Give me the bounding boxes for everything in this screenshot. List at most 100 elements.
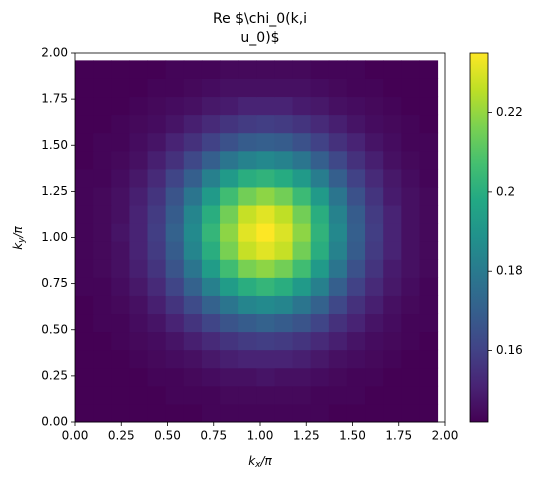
heatmap-cell xyxy=(274,114,294,134)
heatmap-cell xyxy=(93,331,112,351)
heatmap-cell xyxy=(129,223,149,242)
heatmap-cell xyxy=(310,205,330,224)
y-label-rest: /π xyxy=(11,225,25,238)
heatmap-cell xyxy=(201,403,221,423)
heatmap-cell xyxy=(147,132,167,152)
heatmap-cell xyxy=(328,367,348,387)
x-tick-label: 1.50 xyxy=(339,429,366,443)
heatmap-cell xyxy=(274,132,294,152)
heatmap-cell xyxy=(93,313,112,333)
heatmap-cell xyxy=(220,331,239,351)
heatmap-cell xyxy=(129,168,149,188)
heatmap-cell xyxy=(401,331,420,351)
heatmap-cell xyxy=(220,223,239,242)
heatmap-cell xyxy=(147,277,167,296)
heatmap-cell xyxy=(274,403,294,423)
heatmap-cell xyxy=(328,96,348,116)
heatmap-cell xyxy=(147,60,167,79)
heatmap-cell xyxy=(220,277,239,296)
heatmap-cell xyxy=(183,403,203,423)
heatmap-cell xyxy=(220,60,239,79)
chart-title: Re $\chi_0(k,i xyxy=(213,11,307,27)
heatmap-cell xyxy=(183,78,203,98)
heatmap-cell xyxy=(93,168,112,188)
heatmap-cell xyxy=(111,331,130,351)
heatmap-cell xyxy=(220,259,239,278)
heatmap-cell xyxy=(256,78,275,98)
heatmap-cell xyxy=(220,313,239,333)
heatmap-cell xyxy=(383,150,402,170)
heatmap-cell xyxy=(419,223,439,242)
heatmap-cell xyxy=(256,313,275,333)
heatmap-cell xyxy=(328,168,348,188)
heatmap-cell xyxy=(165,385,185,405)
heatmap-cell xyxy=(220,168,239,188)
heatmap-cell xyxy=(93,96,112,116)
heatmap-cell xyxy=(401,150,420,170)
heatmap-cell xyxy=(365,313,384,333)
heatmap-cell xyxy=(147,403,167,423)
heatmap-cell xyxy=(401,313,420,333)
heatmap-cell xyxy=(383,349,402,369)
heatmap-cell xyxy=(419,114,439,134)
heatmap-cell xyxy=(220,96,239,116)
heatmap-cell xyxy=(111,259,130,278)
heatmap-cell xyxy=(328,205,348,224)
heatmap-cell xyxy=(401,60,420,79)
heatmap-cell xyxy=(238,223,257,242)
x-label-base: k xyxy=(248,454,256,468)
heatmap-cell xyxy=(238,367,257,387)
heatmap-cell xyxy=(183,259,203,278)
heatmap-cell xyxy=(310,277,330,296)
heatmap-cell xyxy=(365,114,384,134)
y-tick-label: 1.25 xyxy=(41,184,68,198)
heatmap-cell xyxy=(201,295,221,315)
heatmap-cell xyxy=(147,78,167,98)
heatmap-cell xyxy=(328,241,348,260)
heatmap-cell xyxy=(220,150,239,170)
heatmap-cell xyxy=(401,349,420,369)
heatmap-cell xyxy=(274,150,294,170)
heatmap-cell xyxy=(419,367,439,387)
heatmap-cell xyxy=(310,186,330,206)
x-tick-label: 0.00 xyxy=(62,429,89,443)
heatmap-cell xyxy=(129,331,149,351)
heatmap-cell xyxy=(274,277,294,296)
heatmap-cell xyxy=(365,186,384,206)
heatmap-cell xyxy=(256,367,275,387)
heatmap-cell xyxy=(75,367,94,387)
heatmap-cell xyxy=(346,114,366,134)
heatmap-cell xyxy=(383,168,402,188)
heatmap-cell xyxy=(75,349,94,369)
heatmap-cell xyxy=(220,241,239,260)
heatmap-cell xyxy=(292,96,312,116)
heatmap-cell xyxy=(75,223,94,242)
heatmap-cell xyxy=(401,295,420,315)
heatmap-cell xyxy=(365,223,384,242)
heatmap-cell xyxy=(129,241,149,260)
heatmap-cell xyxy=(365,259,384,278)
heatmap-cell xyxy=(274,385,294,405)
y-label-sub: y xyxy=(17,237,27,244)
heatmap-cell xyxy=(328,223,348,242)
heatmap-cell xyxy=(328,60,348,79)
colorbar-tick-label: 0.22 xyxy=(496,105,523,119)
heatmap-cell xyxy=(401,385,420,405)
heatmap-cell xyxy=(292,150,312,170)
x-tick-label: 0.50 xyxy=(154,429,181,443)
heatmap-cell xyxy=(419,403,439,423)
heatmap-cell xyxy=(346,241,366,260)
heatmap-cell xyxy=(274,259,294,278)
heatmap-cell xyxy=(383,132,402,152)
heatmap-cell xyxy=(75,241,94,260)
heatmap-cell xyxy=(238,313,257,333)
heatmap-cell xyxy=(256,331,275,351)
x-axis-label: kx/π xyxy=(248,454,272,470)
heatmap-cell xyxy=(238,114,257,134)
heatmap-cell xyxy=(256,385,275,405)
heatmap-cell xyxy=(238,403,257,423)
heatmap-cell xyxy=(365,349,384,369)
heatmap-cell xyxy=(401,223,420,242)
heatmap-cell xyxy=(419,295,439,315)
heatmap-cell xyxy=(238,78,257,98)
